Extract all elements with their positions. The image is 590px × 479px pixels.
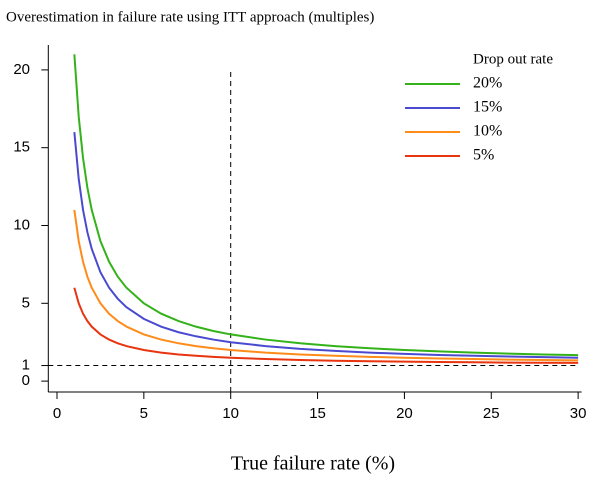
x-tick-label: 30 [570, 405, 587, 422]
y-tick-label: 15 [13, 139, 30, 156]
x-axis-label: True failure rate (%) [231, 453, 395, 475]
x-tick-label: 25 [483, 405, 500, 422]
x-tick-label: 5 [140, 405, 148, 422]
y-tick-label: 5 [22, 294, 30, 311]
y-tick-label: 10 [13, 216, 30, 233]
x-tick-label: 20 [396, 405, 413, 422]
line-series [73, 54, 579, 357]
chart-title: Overestimation in failure rate using ITT… [6, 9, 374, 25]
line-series [73, 287, 579, 364]
legend-label: 5% [473, 147, 494, 164]
x-tick-label: 10 [222, 405, 239, 422]
legend-label: 10% [473, 123, 502, 140]
x-tick-label: 15 [309, 405, 326, 422]
y-tick-label: 20 [13, 61, 30, 78]
y-tick-label: 0 [22, 372, 30, 389]
legend-label: 15% [473, 99, 502, 116]
line-series [73, 209, 579, 362]
x-tick-label: 0 [53, 405, 61, 422]
legend-label: 20% [473, 75, 502, 92]
y-tick-label: 1 [22, 357, 30, 374]
line-series [73, 132, 579, 359]
legend-title: Drop out rate [473, 51, 553, 67]
